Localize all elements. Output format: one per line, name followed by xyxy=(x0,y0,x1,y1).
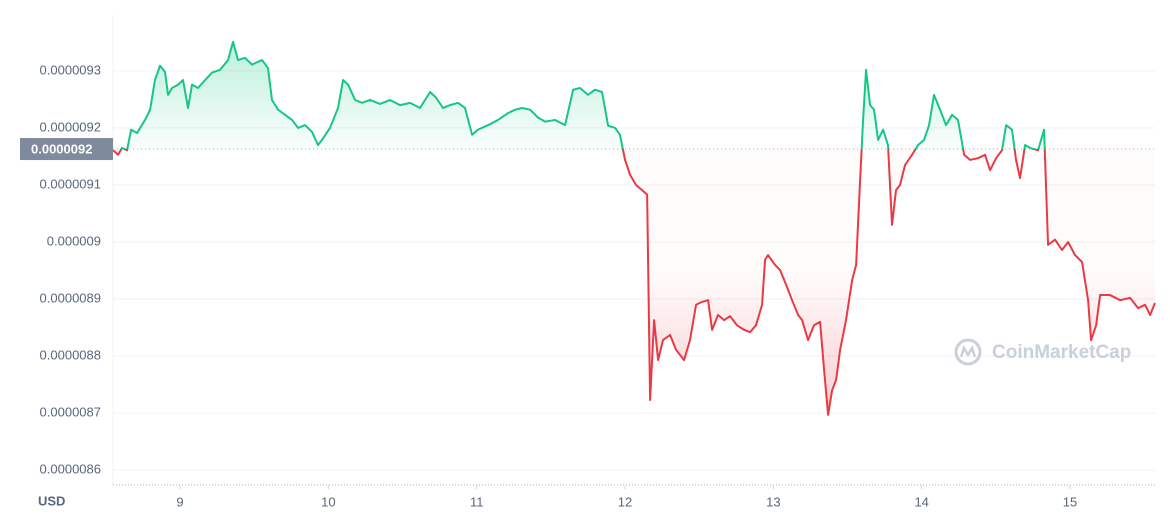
watermark-text: CoinMarketCap xyxy=(992,342,1131,363)
y-tick-label: 0.0000086 xyxy=(40,462,101,477)
y-axis-label: USD xyxy=(38,493,65,508)
x-tick-label: 15 xyxy=(1063,494,1077,509)
y-tick-label: 0.0000088 xyxy=(40,348,101,363)
y-tick-label: 0.0000092 xyxy=(40,119,101,134)
y-tick-label: 0.0000093 xyxy=(40,62,101,77)
y-tick-label: 0.0000089 xyxy=(40,290,101,305)
watermark: CoinMarketCap xyxy=(954,338,1131,366)
y-tick-label: 0.000009 xyxy=(47,233,101,248)
reference-label-box xyxy=(20,138,113,161)
price-area xyxy=(113,41,1155,415)
x-tick-label: 13 xyxy=(766,494,780,509)
y-tick-label: 0.0000091 xyxy=(40,176,101,191)
x-tick-label: 14 xyxy=(914,494,928,509)
x-tick-label: 12 xyxy=(618,494,632,509)
x-tick-label: 9 xyxy=(176,494,183,509)
reference-label: 0.0000092 xyxy=(31,141,92,156)
y-tick-label: 0.0000087 xyxy=(40,405,101,420)
price-line xyxy=(112,40,1156,416)
x-tick-label: 11 xyxy=(470,494,484,509)
x-tick-label: 10 xyxy=(321,494,335,509)
